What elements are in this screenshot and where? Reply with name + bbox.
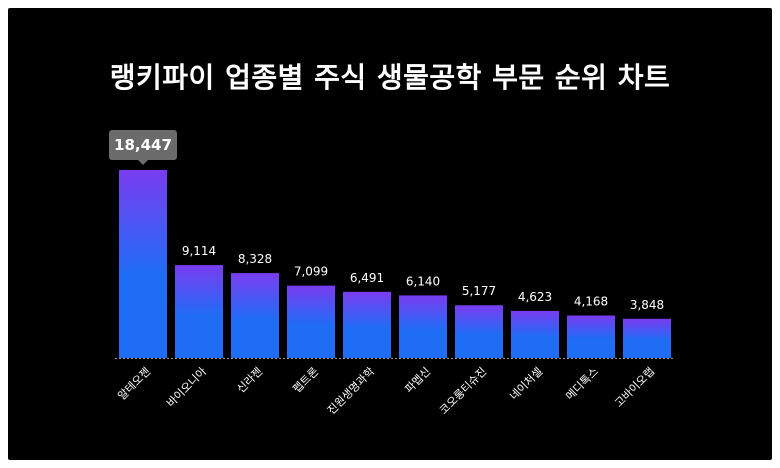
category-label-1: 바이오니아	[164, 365, 209, 410]
value-label-1: 9,114	[182, 244, 216, 258]
category-label-5: 파멥신	[402, 365, 433, 396]
category-label-3: 펩트론	[290, 365, 321, 396]
category-label-2: 신라젠	[234, 365, 265, 396]
value-label-8: 4,168	[574, 295, 608, 309]
value-label-4: 6,491	[350, 271, 384, 285]
chart-frame: 랭키파이 업종별 주식 생물공학 부문 순위 차트 18,447 알테오젠 9,11…	[8, 8, 772, 460]
value-tooltip: 18,447	[109, 130, 177, 165]
bar-0	[119, 170, 167, 358]
bar-9	[623, 318, 671, 358]
category-label-0: 알테오젠	[115, 364, 154, 403]
bar-4	[343, 291, 391, 358]
tooltip-box	[109, 130, 177, 160]
category-label-6: 코오롱티슈진	[437, 365, 489, 417]
value-label-2: 8,328	[238, 252, 272, 266]
category-label-8: 메디톡스	[563, 365, 601, 403]
tooltip-pointer	[138, 160, 148, 165]
bar-5	[399, 295, 447, 358]
category-label-7: 네이처셀	[507, 365, 545, 403]
value-label-6: 5,177	[462, 284, 496, 298]
bar-6	[455, 305, 503, 358]
bar-7	[511, 310, 559, 358]
value-label-5: 6,140	[406, 274, 440, 288]
chart-title: 랭키파이 업종별 주식 생물공학 부문 순위 차트	[109, 61, 671, 94]
category-label-9: 고바이오랩	[612, 365, 657, 410]
bar-3	[287, 285, 335, 358]
value-label-9: 3,848	[630, 298, 664, 312]
bar-8	[567, 315, 615, 358]
value-label-3: 7,099	[294, 265, 328, 279]
bar-chart: 18,447 알테오젠 9,114 바이오니아 8,328 신라젠 7,099 펩트론 6,49…	[109, 130, 675, 417]
value-label-0: 18,447	[114, 136, 172, 154]
category-label-4: 진원생명과학	[325, 365, 377, 417]
bar-2	[231, 273, 279, 358]
value-label-7: 4,623	[518, 290, 552, 304]
bar-1	[175, 265, 223, 358]
